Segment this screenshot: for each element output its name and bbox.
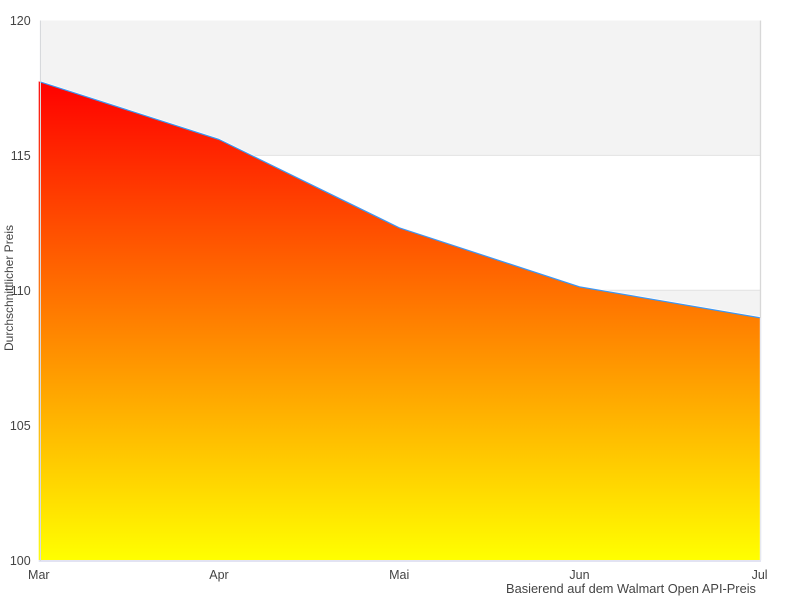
svg-text:105: 105 <box>10 419 31 433</box>
svg-text:120: 120 <box>10 14 31 28</box>
svg-text:Jul: Jul <box>752 568 768 582</box>
svg-text:Durchschnittlicher Preis: Durchschnittlicher Preis <box>2 225 16 351</box>
svg-text:Mar: Mar <box>28 568 50 582</box>
svg-text:Apr: Apr <box>209 568 228 582</box>
svg-text:100: 100 <box>10 554 31 568</box>
svg-text:Mai: Mai <box>389 568 409 582</box>
svg-text:Basierend auf dem Walmart Open: Basierend auf dem Walmart Open API-Preis <box>506 581 756 596</box>
svg-text:Jun: Jun <box>569 568 589 582</box>
svg-text:115: 115 <box>11 149 31 163</box>
svg-text:110: 110 <box>11 284 31 298</box>
